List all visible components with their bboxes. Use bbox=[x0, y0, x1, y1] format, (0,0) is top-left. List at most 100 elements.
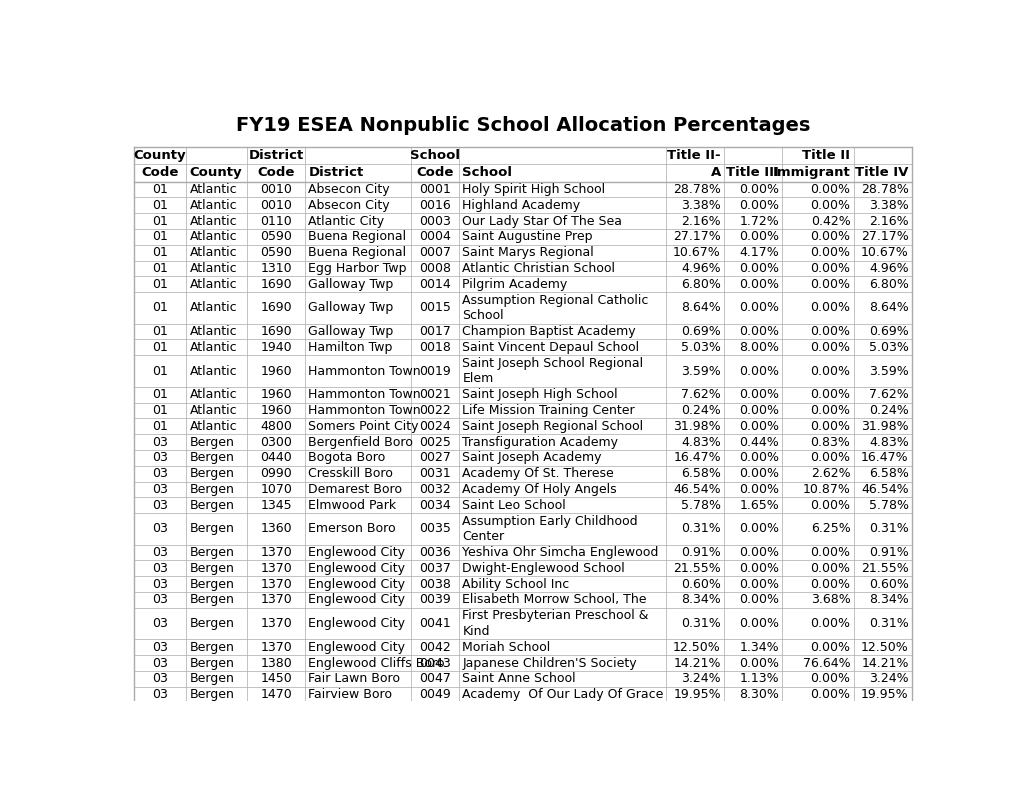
Text: 03: 03 bbox=[152, 522, 168, 535]
Text: 0.00%: 0.00% bbox=[739, 617, 779, 630]
Text: Code: Code bbox=[416, 166, 453, 180]
Text: 12.50%: 12.50% bbox=[673, 641, 720, 654]
Text: Atlantic: Atlantic bbox=[190, 214, 236, 228]
Text: Bergen: Bergen bbox=[190, 641, 234, 654]
Text: 0018: 0018 bbox=[419, 341, 450, 354]
Text: 0024: 0024 bbox=[419, 420, 450, 433]
Text: 0.00%: 0.00% bbox=[739, 183, 779, 196]
Text: Saint Marys Regional: Saint Marys Regional bbox=[462, 246, 593, 259]
Text: Saint Anne School: Saint Anne School bbox=[462, 672, 576, 686]
Text: County: County bbox=[190, 166, 242, 180]
Text: Hammonton Town: Hammonton Town bbox=[308, 404, 421, 417]
Text: 1.72%: 1.72% bbox=[739, 214, 779, 228]
Text: 03: 03 bbox=[152, 452, 168, 464]
Text: District: District bbox=[308, 166, 364, 180]
Text: FY19 ESEA Nonpublic School Allocation Percentages: FY19 ESEA Nonpublic School Allocation Pe… bbox=[235, 116, 809, 135]
Text: 6.58%: 6.58% bbox=[868, 467, 908, 480]
Text: 8.30%: 8.30% bbox=[739, 688, 779, 701]
Text: 0017: 0017 bbox=[419, 325, 450, 338]
Text: 1370: 1370 bbox=[260, 617, 291, 630]
Text: 1370: 1370 bbox=[260, 578, 291, 591]
Text: 0.24%: 0.24% bbox=[681, 404, 720, 417]
Text: 0.00%: 0.00% bbox=[739, 593, 779, 607]
Text: 0.00%: 0.00% bbox=[810, 246, 850, 259]
Text: 1940: 1940 bbox=[260, 341, 291, 354]
Text: 0.00%: 0.00% bbox=[739, 199, 779, 212]
Text: 0110: 0110 bbox=[260, 214, 291, 228]
Text: Ability School Inc: Ability School Inc bbox=[462, 578, 569, 591]
Text: Absecon City: Absecon City bbox=[308, 199, 389, 212]
Text: Bergen: Bergen bbox=[190, 672, 234, 686]
Text: 3.24%: 3.24% bbox=[868, 672, 908, 686]
Text: Englewood City: Englewood City bbox=[308, 562, 406, 575]
Text: 03: 03 bbox=[152, 436, 168, 448]
Text: 03: 03 bbox=[152, 483, 168, 496]
Text: 0.00%: 0.00% bbox=[810, 262, 850, 275]
Text: 0001: 0001 bbox=[419, 183, 450, 196]
Text: 0.00%: 0.00% bbox=[739, 522, 779, 535]
Text: 1370: 1370 bbox=[260, 562, 291, 575]
Text: 0.00%: 0.00% bbox=[739, 388, 779, 401]
Text: 1470: 1470 bbox=[260, 688, 291, 701]
Text: Englewood City: Englewood City bbox=[308, 578, 406, 591]
Text: Buena Regional: Buena Regional bbox=[308, 230, 407, 243]
Text: 0010: 0010 bbox=[260, 199, 291, 212]
Text: Saint Augustine Prep: Saint Augustine Prep bbox=[462, 230, 592, 243]
Text: 01: 01 bbox=[152, 246, 168, 259]
Text: 8.64%: 8.64% bbox=[868, 302, 908, 314]
Text: 01: 01 bbox=[152, 183, 168, 196]
Text: Kind: Kind bbox=[462, 625, 489, 638]
Text: 1380: 1380 bbox=[260, 656, 291, 670]
Text: 0.00%: 0.00% bbox=[739, 546, 779, 559]
Text: 4.96%: 4.96% bbox=[681, 262, 720, 275]
Text: 5.03%: 5.03% bbox=[868, 341, 908, 354]
Text: Dwight-Englewood School: Dwight-Englewood School bbox=[462, 562, 625, 575]
Text: 1370: 1370 bbox=[260, 546, 291, 559]
Text: 0300: 0300 bbox=[260, 436, 291, 448]
Text: 2.16%: 2.16% bbox=[681, 214, 720, 228]
Text: 28.78%: 28.78% bbox=[860, 183, 908, 196]
Text: Title II: Title II bbox=[802, 149, 850, 162]
Text: 01: 01 bbox=[152, 277, 168, 291]
Text: 0.00%: 0.00% bbox=[810, 365, 850, 377]
Text: 03: 03 bbox=[152, 656, 168, 670]
Text: 0.00%: 0.00% bbox=[739, 483, 779, 496]
Text: 03: 03 bbox=[152, 562, 168, 575]
Text: 4.96%: 4.96% bbox=[868, 262, 908, 275]
Text: 0014: 0014 bbox=[419, 277, 450, 291]
Text: 0.42%: 0.42% bbox=[810, 214, 850, 228]
Text: First Presbyterian Preschool &: First Presbyterian Preschool & bbox=[462, 609, 648, 623]
Text: Atlantic City: Atlantic City bbox=[308, 214, 384, 228]
Text: Galloway Twp: Galloway Twp bbox=[308, 302, 393, 314]
Text: 01: 01 bbox=[152, 325, 168, 338]
Text: Bergen: Bergen bbox=[190, 546, 234, 559]
Text: 03: 03 bbox=[152, 672, 168, 686]
Text: 0022: 0022 bbox=[419, 404, 450, 417]
Text: 10.87%: 10.87% bbox=[802, 483, 850, 496]
Text: Bergen: Bergen bbox=[190, 656, 234, 670]
Text: Englewood City: Englewood City bbox=[308, 617, 406, 630]
Text: Transfiguration Academy: Transfiguration Academy bbox=[462, 436, 618, 448]
Text: Saint Vincent Depaul School: Saint Vincent Depaul School bbox=[462, 341, 639, 354]
Text: 19.95%: 19.95% bbox=[673, 688, 720, 701]
Text: Saint Joseph Academy: Saint Joseph Academy bbox=[462, 452, 601, 464]
Text: 0015: 0015 bbox=[419, 302, 450, 314]
Text: 0038: 0038 bbox=[419, 578, 450, 591]
Text: 0.00%: 0.00% bbox=[810, 183, 850, 196]
Text: 0010: 0010 bbox=[260, 183, 291, 196]
Text: 0041: 0041 bbox=[419, 617, 450, 630]
Text: 76.64%: 76.64% bbox=[802, 656, 850, 670]
Text: 1960: 1960 bbox=[260, 388, 291, 401]
Text: Title III: Title III bbox=[726, 166, 779, 180]
Text: 0.00%: 0.00% bbox=[739, 302, 779, 314]
Text: 1070: 1070 bbox=[260, 483, 291, 496]
Text: 3.38%: 3.38% bbox=[868, 199, 908, 212]
Text: 4.17%: 4.17% bbox=[739, 246, 779, 259]
Text: 1345: 1345 bbox=[260, 499, 291, 511]
Text: Champion Baptist Academy: Champion Baptist Academy bbox=[462, 325, 635, 338]
Text: Fair Lawn Boro: Fair Lawn Boro bbox=[308, 672, 400, 686]
Text: 1370: 1370 bbox=[260, 641, 291, 654]
Text: 3.59%: 3.59% bbox=[681, 365, 720, 377]
Text: 0.31%: 0.31% bbox=[868, 522, 908, 535]
Text: 1.13%: 1.13% bbox=[739, 672, 779, 686]
